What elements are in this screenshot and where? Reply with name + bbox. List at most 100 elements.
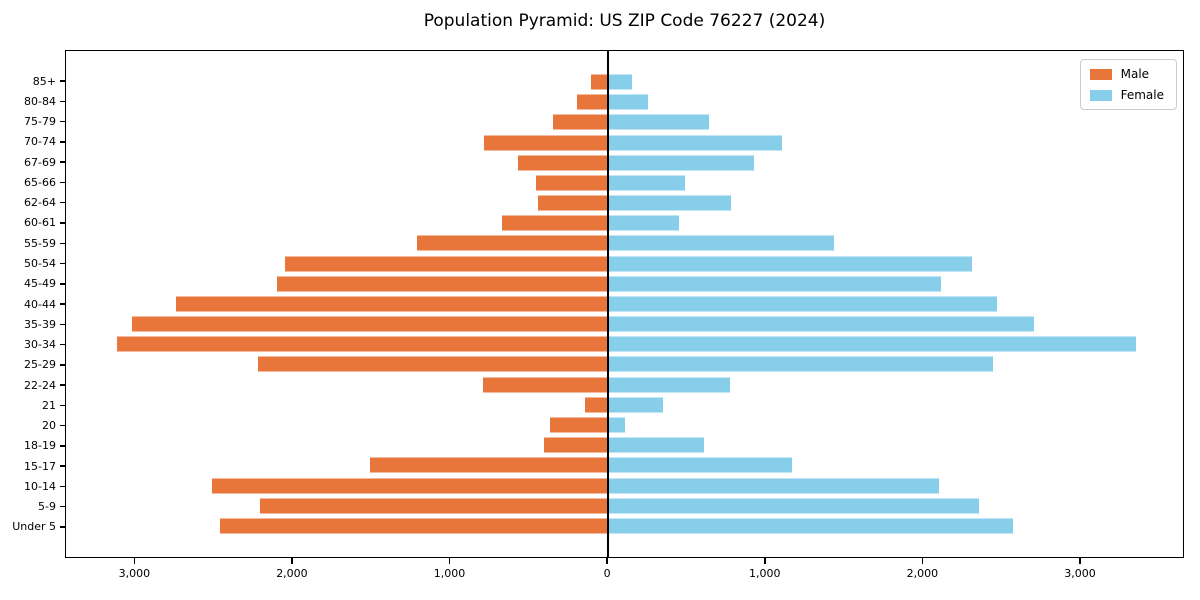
- female-bar: [608, 457, 792, 473]
- male-bar: [517, 155, 609, 171]
- female-bar: [608, 518, 1014, 534]
- y-tick-row: 10-14: [0, 476, 65, 496]
- y-tick-row: 80-84: [0, 91, 65, 111]
- y-tick-row: 45-49: [0, 274, 65, 294]
- male-bar: [211, 478, 609, 494]
- female-bar: [608, 296, 998, 312]
- y-tick-label: 62-64: [24, 196, 56, 210]
- x-tick-label: 0: [603, 567, 611, 580]
- y-tick-mark: [60, 161, 65, 163]
- age-row-Under 5: [66, 516, 1183, 536]
- male-bar: [538, 195, 609, 211]
- age-row-10-14: [66, 475, 1183, 495]
- female-bar: [608, 377, 730, 393]
- age-row-35-39: [66, 314, 1183, 334]
- y-tick-mark: [60, 404, 65, 407]
- y-tick-label: 60-61: [24, 216, 56, 230]
- age-row-40-44: [66, 294, 1183, 314]
- male-bar: [484, 135, 609, 151]
- y-tick-row: 22-24: [0, 375, 65, 395]
- age-row-20: [66, 415, 1183, 435]
- y-tick-label: 30-34: [24, 338, 56, 352]
- y-tick-mark: [60, 242, 65, 244]
- female-bar: [608, 336, 1137, 352]
- y-tick-mark: [60, 445, 65, 447]
- y-tick-label: 5-9: [38, 500, 56, 514]
- y-tick-row: 20: [0, 416, 65, 436]
- age-row-75-79: [66, 112, 1183, 132]
- y-tick-row: 67-69: [0, 152, 65, 172]
- male-bar: [501, 215, 609, 231]
- female-bar: [608, 94, 648, 110]
- male-bar: [175, 296, 609, 312]
- legend: Male Female: [1079, 59, 1177, 110]
- y-tick-mark: [60, 100, 65, 103]
- y-tick-mark: [60, 364, 65, 366]
- x-tick-label: 1,000: [433, 567, 466, 580]
- y-tick-label: 45-49: [24, 277, 56, 291]
- age-row-22-24: [66, 375, 1183, 395]
- y-tick-row: 50-54: [0, 253, 65, 273]
- y-tick-row: 35-39: [0, 314, 65, 334]
- y-tick-mark: [60, 465, 65, 467]
- bar-rows: [66, 51, 1183, 557]
- y-tick-label: 80-84: [24, 94, 56, 108]
- male-bar: [584, 397, 609, 413]
- male-bar: [544, 437, 609, 453]
- plot-area: Male Female: [65, 50, 1184, 558]
- x-axis: 3,000 2,000 1,000 0 1,000 2,000 3,000: [65, 558, 1184, 594]
- y-tick-mark: [60, 505, 65, 508]
- female-bar: [608, 235, 834, 251]
- age-row-62-64: [66, 193, 1183, 213]
- y-tick-row: 21: [0, 395, 65, 415]
- y-tick-row: 15-17: [0, 456, 65, 476]
- x-tick-mark: [1079, 558, 1081, 564]
- age-row-67-69: [66, 153, 1183, 173]
- y-tick-row: 85+: [0, 71, 65, 91]
- y-tick-mark: [60, 120, 65, 123]
- age-row-65-66: [66, 173, 1183, 193]
- male-bar: [132, 316, 609, 332]
- y-tick-mark: [60, 80, 65, 82]
- female-bar: [608, 316, 1035, 332]
- female-bar: [608, 256, 973, 272]
- female-bar: [608, 215, 680, 231]
- age-row-60-61: [66, 213, 1183, 233]
- male-bar: [536, 175, 609, 191]
- y-tick-label: 50-54: [24, 257, 56, 271]
- female-bar: [608, 437, 704, 453]
- x-tick-label: 1,000: [749, 567, 781, 580]
- y-tick-label: 20: [42, 419, 56, 433]
- y-tick-label: 65-66: [24, 175, 56, 189]
- y-tick-label: 21: [42, 398, 56, 412]
- age-row-15-17: [66, 455, 1183, 475]
- y-tick-row: 75-79: [0, 112, 65, 132]
- y-tick-mark: [60, 485, 65, 488]
- x-tick-mark: [448, 558, 451, 564]
- y-tick-mark: [60, 222, 65, 224]
- age-row-85+: [66, 72, 1183, 92]
- x-tick-mark: [291, 558, 293, 564]
- y-tick-label: 75-79: [24, 115, 56, 129]
- y-tick-mark: [60, 141, 65, 143]
- y-tick-row: 5-9: [0, 497, 65, 517]
- y-tick-label: 10-14: [24, 479, 56, 493]
- y-tick-row: 25-29: [0, 355, 65, 375]
- y-tick-label: 85+: [32, 74, 56, 88]
- female-bar: [608, 478, 940, 494]
- male-bar: [553, 114, 609, 130]
- y-tick-label: Under 5: [12, 520, 56, 534]
- zero-axis-line: [607, 51, 610, 557]
- y-tick-row: 55-59: [0, 233, 65, 253]
- y-tick-label: 22-24: [24, 378, 56, 392]
- male-bar: [259, 498, 609, 514]
- male-bar: [285, 256, 609, 272]
- y-tick-label: 25-29: [24, 358, 56, 372]
- age-row-30-34: [66, 334, 1183, 354]
- age-row-55-59: [66, 233, 1183, 253]
- female-bar: [608, 135, 782, 151]
- female-bar: [608, 74, 632, 90]
- age-row-70-74: [66, 133, 1183, 153]
- y-tick-mark: [60, 424, 65, 427]
- y-tick-label: 70-74: [24, 135, 56, 149]
